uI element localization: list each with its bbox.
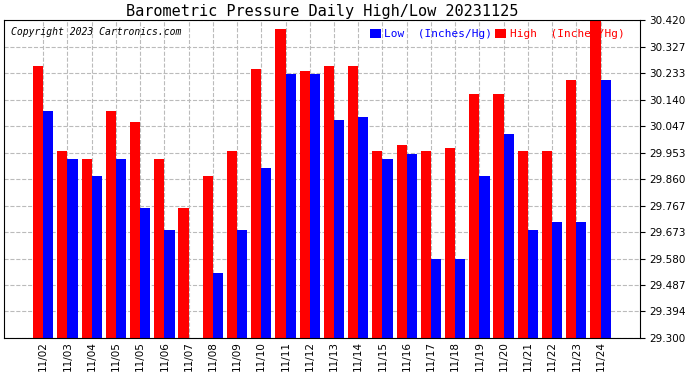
Bar [334,120,344,338]
Bar [382,159,393,338]
Bar [310,74,320,338]
Bar [431,259,441,338]
Bar [286,74,296,338]
Bar [504,134,514,338]
Bar [324,66,334,338]
Bar [299,71,310,338]
Bar [140,207,150,338]
Bar [106,111,116,338]
Title: Barometric Pressure Daily High/Low 20231125: Barometric Pressure Daily High/Low 20231… [126,4,518,19]
Bar [227,151,237,338]
Bar [373,151,382,338]
Text: Copyright 2023 Cartronics.com: Copyright 2023 Cartronics.com [10,27,181,37]
Bar [480,176,490,338]
Bar [518,151,528,338]
Bar [455,259,465,338]
Bar [81,159,92,338]
Bar [179,207,188,338]
Bar [445,148,455,338]
Bar [262,168,271,338]
Bar [421,151,431,338]
Bar [493,94,504,338]
Bar [251,69,262,338]
Bar [164,230,175,338]
Bar [116,159,126,338]
Legend: Low  (Inches/Hg), High  (Inches/Hg): Low (Inches/Hg), High (Inches/Hg) [370,29,624,39]
Bar [397,145,406,338]
Bar [275,29,286,338]
Bar [469,94,480,338]
Bar [591,20,600,338]
Bar [154,159,164,338]
Bar [68,159,78,338]
Bar [43,111,53,338]
Bar [213,273,223,338]
Bar [92,176,102,338]
Bar [406,154,417,338]
Bar [203,176,213,338]
Bar [237,230,247,338]
Bar [358,117,368,338]
Bar [576,222,586,338]
Bar [348,66,358,338]
Bar [528,230,538,338]
Bar [600,80,611,338]
Bar [33,66,43,338]
Bar [57,151,68,338]
Bar [130,123,140,338]
Bar [542,151,552,338]
Bar [552,222,562,338]
Bar [566,80,576,338]
